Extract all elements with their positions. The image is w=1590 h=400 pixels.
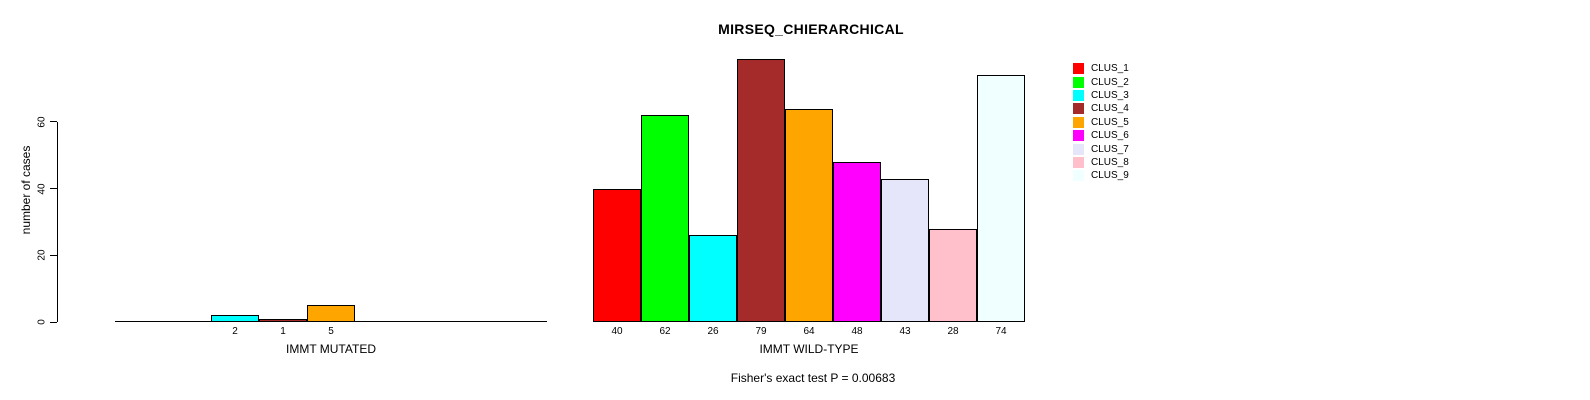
legend-swatch	[1073, 103, 1084, 115]
legend: CLUS_1 CLUS_2 CLUS_3 CLUS_4 CLUS_5 CLUS_6 CLUS…	[1073, 62, 1129, 183]
bar-clus_8	[929, 229, 977, 322]
legend-item: CLUS_4	[1073, 102, 1129, 115]
bar-value-label: 64	[803, 326, 815, 337]
bar-clus_9	[977, 75, 1025, 322]
y-axis-tick	[50, 121, 57, 123]
y-axis-tick	[50, 321, 57, 323]
bar-value-label: 1	[280, 326, 286, 337]
bar-clus_4	[737, 59, 785, 322]
bar-clus_7	[881, 179, 929, 322]
bar-clus_3	[211, 315, 259, 322]
legend-item: CLUS_9	[1073, 169, 1129, 182]
legend-label: CLUS_8	[1091, 156, 1129, 168]
y-axis-tick-label: 60	[36, 116, 48, 128]
bar-clus_1	[593, 189, 641, 322]
y-axis-line	[57, 122, 58, 322]
legend-label: CLUS_5	[1091, 116, 1129, 128]
bar-value-label: 40	[611, 326, 623, 337]
legend-swatch	[1073, 156, 1084, 168]
y-axis-title: number of cases	[19, 145, 33, 235]
bar-value-label: 5	[328, 326, 334, 337]
bar-value-label: 74	[995, 326, 1007, 337]
legend-label: CLUS_6	[1091, 130, 1129, 142]
bar-value-label: 26	[707, 326, 719, 337]
fisher-test-note: Fisher's exact test P = 0.00683	[730, 371, 896, 385]
bar-value-label: 48	[851, 326, 863, 337]
legend-label: CLUS_2	[1091, 76, 1129, 88]
bar-clus_3	[689, 235, 737, 322]
bar-clus_6	[833, 162, 881, 322]
legend-swatch	[1073, 130, 1084, 142]
bar-clus_4	[259, 319, 307, 322]
legend-item: CLUS_5	[1073, 116, 1129, 129]
legend-item: CLUS_8	[1073, 156, 1129, 169]
legend-swatch	[1073, 170, 1084, 182]
chart-title: MIRSEQ_CHIERARCHICAL	[718, 21, 904, 37]
bar-clus_5	[785, 109, 833, 322]
legend-label: CLUS_1	[1091, 63, 1129, 75]
bar-value-label: 28	[947, 326, 959, 337]
legend-item: CLUS_2	[1073, 75, 1129, 88]
y-axis-tick	[50, 188, 57, 190]
x-axis-group-label: IMMT WILD-TYPE	[759, 342, 859, 356]
legend-label: CLUS_7	[1091, 143, 1129, 155]
y-axis-tick-label: 40	[36, 183, 48, 195]
y-axis-tick-label: 20	[36, 249, 48, 261]
legend-swatch	[1073, 63, 1084, 75]
legend-swatch	[1073, 116, 1084, 128]
legend-label: CLUS_3	[1091, 89, 1129, 101]
legend-item: CLUS_1	[1073, 62, 1129, 75]
legend-item: CLUS_3	[1073, 89, 1129, 102]
legend-swatch	[1073, 143, 1084, 155]
legend-swatch	[1073, 76, 1084, 88]
legend-item: CLUS_6	[1073, 129, 1129, 142]
bar-value-label: 2	[232, 326, 238, 337]
bar-clus_5	[307, 305, 355, 322]
legend-label: CLUS_9	[1091, 170, 1129, 182]
bar-clus_2	[641, 115, 689, 322]
legend-swatch	[1073, 89, 1084, 101]
bar-value-label: 79	[755, 326, 767, 337]
y-axis-tick-label: 0	[36, 319, 48, 325]
bar-value-label: 43	[899, 326, 911, 337]
y-axis-tick	[50, 254, 57, 256]
x-axis-group-label: IMMT MUTATED	[286, 342, 376, 356]
bar-value-label: 62	[659, 326, 671, 337]
legend-item: CLUS_7	[1073, 142, 1129, 155]
legend-label: CLUS_4	[1091, 103, 1129, 115]
